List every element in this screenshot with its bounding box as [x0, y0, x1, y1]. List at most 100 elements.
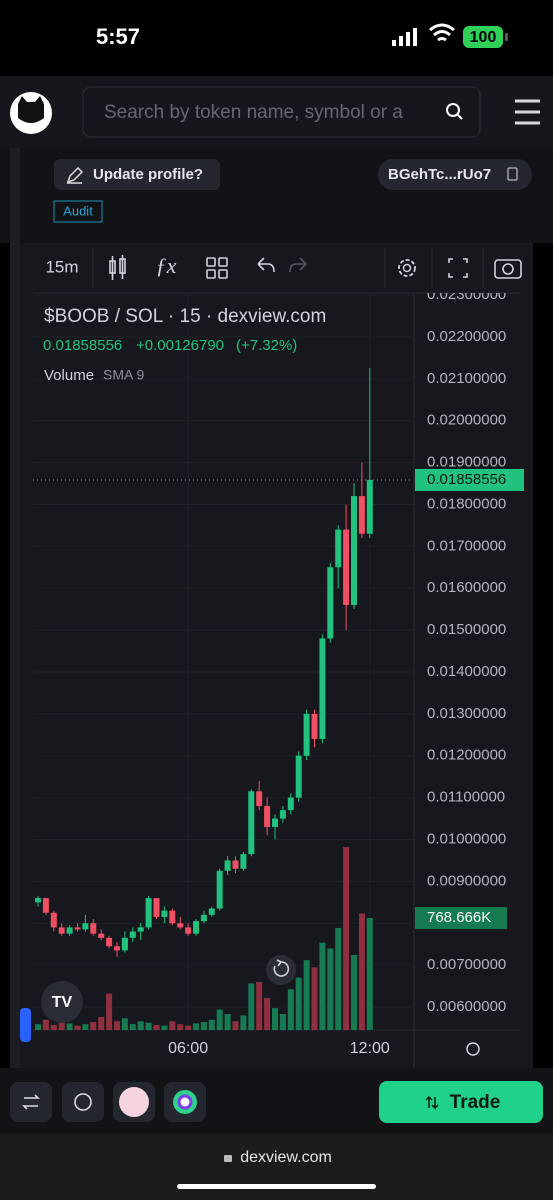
battery-level: 100: [470, 29, 497, 46]
candle-body: [358, 496, 365, 534]
home-indicator: [177, 1184, 376, 1189]
volume-bar: [256, 981, 263, 1030]
menu-icon[interactable]: [515, 99, 540, 125]
search-box[interactable]: [82, 86, 481, 138]
volume-bar: [311, 967, 318, 1030]
volume-bar: [208, 1019, 215, 1030]
battery: [463, 26, 503, 48]
battery-tip: [505, 33, 508, 41]
volume-bar: [50, 1024, 57, 1030]
settings-icon[interactable]: [398, 259, 416, 277]
status-bar: [0, 0, 553, 76]
volume-legend: Volume: [44, 367, 94, 384]
candle-body: [90, 923, 97, 934]
candle-body: [279, 810, 286, 819]
price-change: +0.00126790: [136, 337, 224, 354]
candle-body: [216, 870, 223, 909]
volume-bar: [58, 1022, 65, 1030]
candle-body: [303, 713, 310, 756]
layout-icon[interactable]: [206, 257, 228, 279]
candle-body: [177, 923, 184, 928]
volume-bar: [114, 1021, 120, 1030]
update-profile-button[interactable]: [54, 159, 220, 190]
y-tick-label: 0.01800000: [427, 495, 506, 512]
candle-body: [256, 791, 263, 806]
y-tick-label: 0.01200000: [427, 747, 506, 764]
indicators-icon[interactable]: ƒx: [156, 253, 177, 278]
y-tick-label: 0.01300000: [427, 705, 506, 722]
y-tick-label: 0.02100000: [427, 370, 506, 387]
url-bar: [0, 1134, 553, 1200]
swap-icon: [22, 1094, 40, 1110]
candle-body: [295, 755, 302, 798]
token-avatar: [119, 1087, 149, 1117]
candle-body: [114, 946, 120, 951]
volume-bar: [137, 1021, 144, 1030]
candle-body: [272, 818, 278, 827]
volume-bar: [287, 989, 294, 1030]
candle-body: [351, 496, 357, 605]
volume-bar: [90, 1021, 97, 1030]
update-profile-label: Update profile?: [93, 166, 203, 183]
volume-bar: [295, 977, 302, 1030]
audit-label: Audit: [63, 203, 93, 218]
toolbar-dividers: [33, 248, 520, 294]
volume-bar: [177, 1024, 184, 1030]
y-tick-label: 0.01500000: [427, 621, 506, 638]
candle-body: [42, 898, 49, 913]
swap-button[interactable]: [10, 1082, 52, 1122]
undo-icon[interactable]: [257, 257, 275, 273]
tradingview-logo[interactable]: [41, 981, 83, 1023]
candle-body: [327, 567, 334, 639]
candle-body: [193, 921, 199, 934]
volume-bar: [343, 847, 350, 1030]
interval-button[interactable]: 15m: [45, 257, 78, 276]
candle-type-icon[interactable]: [109, 255, 126, 280]
fullscreen-icon[interactable]: [448, 258, 468, 278]
candle-body: [232, 860, 239, 869]
url: dexview.com: [240, 1149, 332, 1166]
candle-body: [137, 927, 144, 932]
volume-bar: [335, 928, 342, 1030]
screenshot-icon[interactable]: [494, 259, 522, 279]
info-button[interactable]: [62, 1082, 104, 1122]
chart-title: $BOOB / SOL · 15 · dexview.com: [44, 306, 326, 327]
copy-icon[interactable]: [507, 167, 518, 181]
wallet-address: BGehTc...rUo7: [388, 166, 491, 183]
edit-icon: [66, 166, 84, 184]
volume-bar: [121, 1018, 128, 1030]
y-tick-label: 0.01100000: [427, 789, 505, 806]
candle-body: [311, 713, 318, 739]
volume-bar: [303, 960, 310, 1030]
candle-body: [50, 912, 57, 928]
search-icon-handle: [456, 113, 463, 120]
y-tick-label: 0.00700000: [427, 956, 506, 973]
last-price-badge-label: 0.01858556: [427, 471, 506, 488]
side-rail: [10, 148, 20, 1068]
candle-body: [82, 923, 89, 930]
y-tick-label: 0.01900000: [427, 454, 506, 471]
volume-bar: [216, 1009, 223, 1030]
trade-button[interactable]: [379, 1081, 543, 1123]
chart-toolbar: [20, 243, 533, 293]
chart-container: [20, 243, 533, 1068]
volume-bar: [153, 1024, 160, 1030]
candle-body: [98, 933, 105, 938]
theme-icon[interactable]: [466, 1042, 480, 1056]
volume-bar: [169, 1021, 176, 1030]
reset-icon: [273, 959, 290, 977]
side-toggle[interactable]: [20, 1008, 31, 1042]
camera-lens: [502, 263, 514, 275]
wallet-chip[interactable]: [378, 159, 532, 190]
audit-tag[interactable]: [53, 200, 103, 223]
y-tick-label: 0.02000000: [427, 412, 506, 429]
candle-body: [366, 479, 373, 534]
candle-body: [200, 914, 207, 922]
reset-button[interactable]: [266, 955, 296, 985]
volume-bar: [319, 942, 326, 1030]
volume-bar: [232, 1021, 239, 1030]
search-icon[interactable]: [446, 103, 460, 117]
volume-bar: [200, 1021, 207, 1030]
candle-body: [145, 898, 152, 928]
